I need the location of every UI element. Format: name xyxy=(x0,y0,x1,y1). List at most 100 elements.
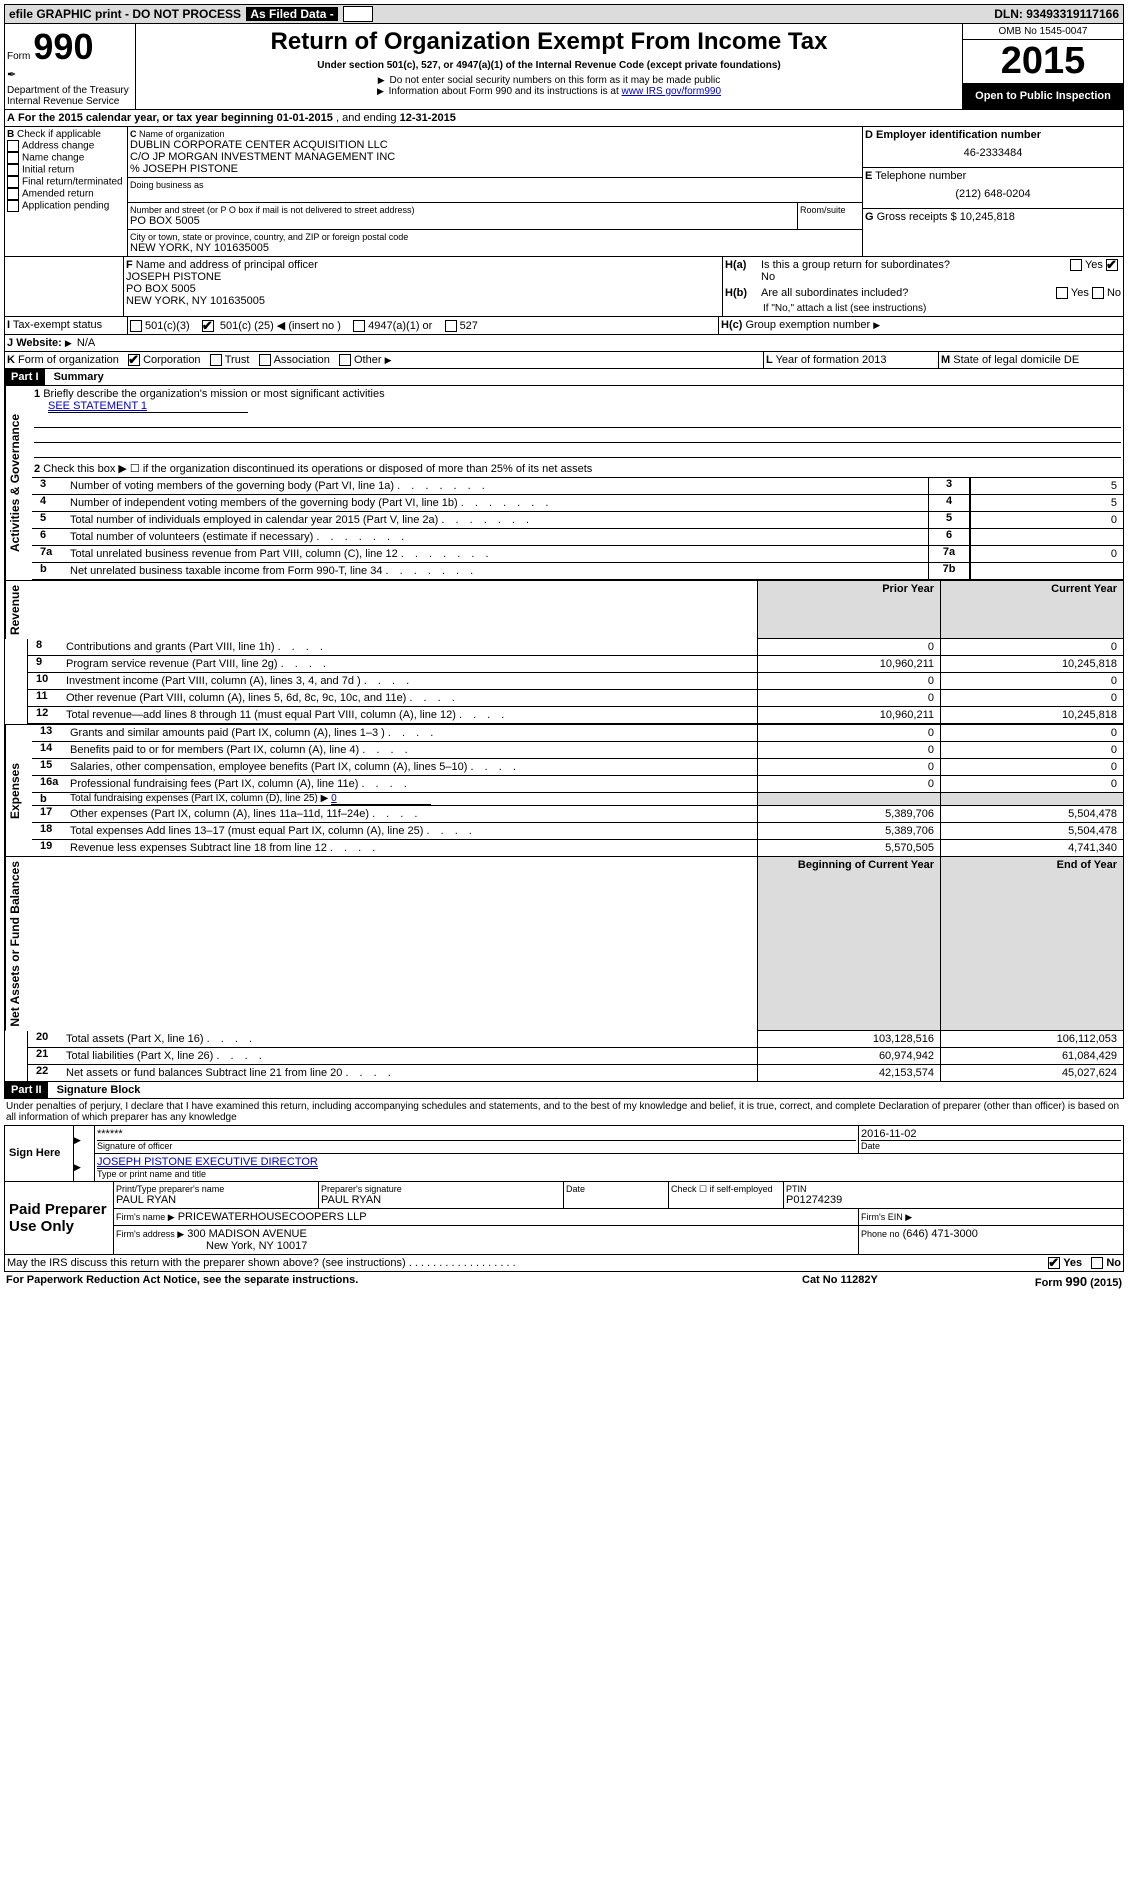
hc-text: Group exemption number xyxy=(745,319,870,331)
website-val: N/A xyxy=(77,337,95,349)
l2-text: Check this box ▶ ☐ if the organization d… xyxy=(43,463,592,475)
l1-val[interactable]: SEE STATEMENT 1 xyxy=(48,400,248,413)
checkbox[interactable] xyxy=(339,354,351,366)
omb: OMB No 1545-0047 xyxy=(963,24,1123,40)
letter-d: D xyxy=(865,129,873,141)
money-line: 19 Revenue less expenses Subtract line 1… xyxy=(32,840,1123,856)
checkbox[interactable] xyxy=(1056,287,1068,299)
line-ref: 3 xyxy=(928,478,970,494)
curr-val: 5,504,478 xyxy=(940,823,1123,839)
b-opt: Name change xyxy=(22,153,84,164)
arrow-icon xyxy=(74,1161,94,1173)
prior-val: 0 xyxy=(757,776,940,792)
checkbox-checked[interactable] xyxy=(128,354,140,366)
arrow-icon xyxy=(65,337,74,349)
side-label-governance: Activities & Governance xyxy=(5,386,32,580)
form-foot-no: 990 xyxy=(1065,1274,1087,1289)
irs-link[interactable]: www IRS gov/form990 xyxy=(622,86,721,97)
form-title: Return of Organization Exempt From Incom… xyxy=(140,28,958,56)
line-num: 13 xyxy=(32,725,70,741)
line-b-text: Total fundraising expenses (Part IX, col… xyxy=(70,793,328,804)
checkbox[interactable] xyxy=(7,176,19,188)
perjury-text: Under penalties of perjury, I declare th… xyxy=(4,1099,1124,1125)
city-val: NEW YORK, NY 101635005 xyxy=(130,242,860,254)
curr-val: 0 xyxy=(940,742,1123,758)
line-text: Total liabilities (Part X, line 26) . . … xyxy=(66,1048,757,1064)
curr-val: 0 xyxy=(940,639,1123,655)
b-opt: Amended return xyxy=(22,189,94,200)
line-text: Total revenue—add lines 8 through 11 (mu… xyxy=(66,707,757,723)
line-num: 8 xyxy=(28,639,66,655)
curr-val: 61,084,429 xyxy=(940,1048,1123,1064)
part-ii-title: Signature Block xyxy=(51,1084,141,1096)
checkbox-checked[interactable] xyxy=(202,320,214,332)
col-begin: Beginning of Current Year xyxy=(757,857,940,1031)
a-end: 12-31-2015 xyxy=(400,112,456,124)
checkbox[interactable] xyxy=(7,140,19,152)
row-j: J Website: N/A xyxy=(4,335,1124,352)
summary-line: 6 Total number of volunteers (estimate i… xyxy=(32,529,1123,546)
checkbox[interactable] xyxy=(7,152,19,164)
sign-here-label: Sign Here xyxy=(5,1126,74,1181)
header-center: Return of Organization Exempt From Incom… xyxy=(136,24,963,109)
revenue-block: 8 Contributions and grants (Part VIII, l… xyxy=(5,639,1123,724)
yes-label: Yes xyxy=(1071,287,1089,299)
line-num: 20 xyxy=(28,1031,66,1047)
b-label: Check if applicable xyxy=(17,129,101,140)
type-label: Type or print name and title xyxy=(97,1169,1121,1179)
part-i-hdr: Part I xyxy=(5,369,45,385)
line-ref: 7b xyxy=(928,563,970,579)
checkbox[interactable] xyxy=(1070,259,1082,271)
ha-no: No xyxy=(761,271,775,283)
checkbox[interactable] xyxy=(259,354,271,366)
eagle-icon: ✒ xyxy=(7,68,133,81)
form-number: 990 xyxy=(33,26,93,67)
addr-val: PO BOX 5005 xyxy=(130,215,795,227)
prior-val: 0 xyxy=(757,725,940,741)
side-label-expenses: Expenses xyxy=(5,725,32,856)
arrow-icon xyxy=(377,86,386,97)
summary-line: 4 Number of independent voting members o… xyxy=(32,495,1123,512)
checkbox[interactable] xyxy=(7,188,19,200)
sig-date: 2016-11-02 xyxy=(861,1128,1121,1140)
row-a: A For the 2015 calendar year, or tax yea… xyxy=(4,110,1124,127)
firm-addr2: New York, NY 10017 xyxy=(116,1240,856,1252)
letter-g: G xyxy=(865,211,874,223)
no-label: No xyxy=(1106,1257,1121,1269)
k-opt: Trust xyxy=(225,354,250,366)
dln-value: 93493319117166 xyxy=(1026,7,1119,21)
checkbox[interactable] xyxy=(1092,287,1104,299)
line-text: Net assets or fund balances Subtract lin… xyxy=(66,1065,757,1081)
checkbox-checked[interactable] xyxy=(1106,259,1118,271)
d-label: Employer identification number xyxy=(876,129,1041,141)
letter-e: E xyxy=(865,170,872,182)
money-line: 12 Total revenue—add lines 8 through 11 … xyxy=(28,707,1123,724)
checkbox[interactable] xyxy=(7,200,19,212)
line-num: 21 xyxy=(28,1048,66,1064)
k-opt: Other xyxy=(354,354,382,366)
header-right: OMB No 1545-0047 2015 Open to Public Ins… xyxy=(963,24,1123,109)
letter-l: L xyxy=(766,354,773,366)
prior-val: 0 xyxy=(757,742,940,758)
header-left: Form 990 ✒ Department of the Treasury In… xyxy=(5,24,136,109)
checkbox[interactable] xyxy=(210,354,222,366)
officer-name-title[interactable]: JOSEPH PISTONE EXECUTIVE DIRECTOR xyxy=(97,1156,318,1169)
checkbox[interactable] xyxy=(7,164,19,176)
i-options: 501(c)(3) 501(c) (25) ◀ (insert no ) 494… xyxy=(128,317,719,334)
money-line: 15 Salaries, other compensation, employe… xyxy=(32,759,1123,776)
checkbox[interactable] xyxy=(353,320,365,332)
checkbox-checked[interactable] xyxy=(1048,1257,1060,1269)
sig-officer-label: Signature of officer xyxy=(97,1140,856,1151)
na-header: Net Assets or Fund Balances Beginning of… xyxy=(5,856,1123,1031)
money-line: 10 Investment income (Part VIII, column … xyxy=(28,673,1123,690)
line-text: Total number of individuals employed in … xyxy=(70,512,928,528)
prep-name: PAUL RYAN xyxy=(116,1194,316,1206)
yes-label: Yes xyxy=(1063,1257,1082,1269)
note1: Do not enter social security numbers on … xyxy=(390,75,721,86)
checkbox[interactable] xyxy=(445,320,457,332)
asfiled-blank xyxy=(343,6,373,22)
line-text: Total number of volunteers (estimate if … xyxy=(70,529,928,545)
checkbox[interactable] xyxy=(1091,1257,1103,1269)
checkbox[interactable] xyxy=(130,320,142,332)
curr-val: 0 xyxy=(940,690,1123,706)
